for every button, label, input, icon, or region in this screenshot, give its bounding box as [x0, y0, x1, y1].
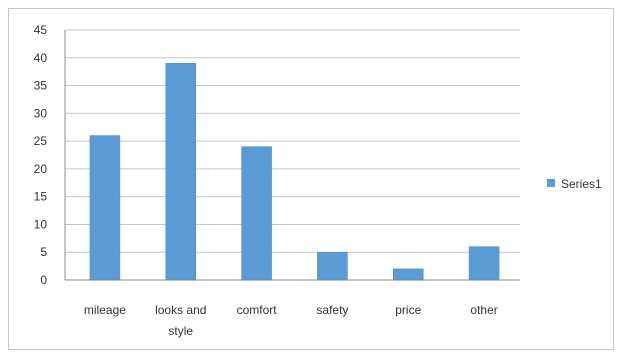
y-tick-label: 0	[40, 273, 47, 287]
y-tick-label: 45	[34, 23, 48, 37]
x-tick-label: comfort	[237, 303, 278, 317]
bar-other	[468, 246, 500, 281]
y-tick-label: 5	[40, 245, 47, 259]
y-tick-label: 30	[34, 106, 48, 120]
y-tick-label: 35	[34, 79, 48, 93]
bars	[89, 63, 500, 281]
y-tick-label: 10	[34, 217, 48, 231]
x-tick-label: style	[168, 324, 193, 338]
bar-price	[393, 268, 424, 281]
x-axis-labels: mileage looks and style comfort safety price o…	[84, 303, 498, 338]
y-axis-ticks: 0 5 10 15 20 25 30 35 40 45	[34, 23, 48, 287]
bar-safety	[317, 251, 348, 281]
x-tick-label: price	[395, 303, 421, 317]
y-tick-label: 25	[34, 134, 48, 148]
legend: Series1	[547, 177, 602, 191]
x-tick-label: other	[470, 303, 497, 317]
bar-mileage	[89, 135, 121, 281]
legend-label: Series1	[561, 177, 602, 191]
y-tick-label: 15	[34, 190, 48, 204]
y-tick-label: 20	[34, 162, 48, 176]
bar-looks-and-style	[165, 63, 196, 281]
x-tick-label: looks and	[155, 303, 206, 317]
y-tick-label: 40	[34, 51, 48, 65]
x-tick-label: safety	[316, 303, 348, 317]
x-tick-label: mileage	[84, 303, 126, 317]
bar-comfort	[241, 146, 272, 281]
gridlines	[64, 29, 520, 281]
legend-swatch	[547, 179, 555, 187]
